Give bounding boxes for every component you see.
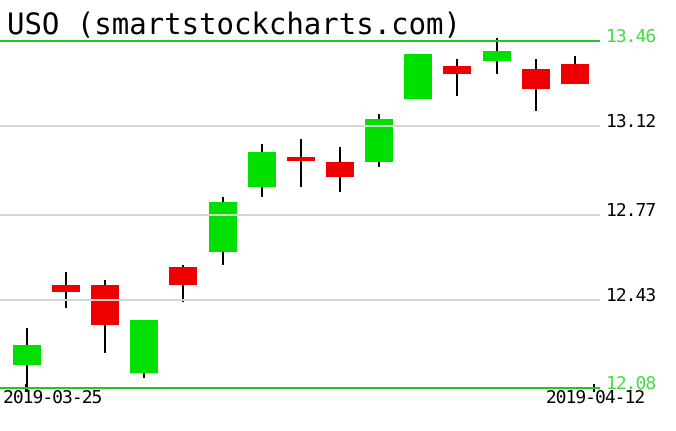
price-gridline: [0, 125, 600, 127]
price-gridline: [0, 214, 600, 216]
candle-body: [286, 156, 315, 161]
candle-body: [247, 151, 276, 187]
candle-body: [91, 284, 120, 326]
price-gridline: [0, 299, 600, 301]
candle-wick: [299, 139, 302, 187]
y-axis-label: 13.46: [606, 26, 656, 47]
price-gridline: [0, 40, 600, 42]
candle-body: [12, 345, 41, 366]
candle-wick: [456, 58, 459, 97]
chart-title: USO (smartstockcharts.com): [7, 7, 461, 41]
x-axis-label: 2019-04-12: [545, 387, 645, 408]
candle-body: [208, 201, 237, 253]
candle-body: [326, 161, 354, 177]
y-axis-label: 13.12: [606, 111, 656, 132]
y-axis-label: 12.43: [606, 285, 656, 306]
price-gridline: [0, 387, 600, 389]
candle-body: [130, 320, 159, 373]
candle-body: [560, 63, 589, 84]
candle-body: [482, 51, 511, 62]
x-axis-label: 2019-03-25: [3, 387, 102, 408]
y-axis-label: 12.77: [606, 200, 656, 221]
candle-body: [51, 284, 80, 293]
candle-body: [169, 267, 198, 285]
candle-body: [443, 66, 472, 74]
candle-body: [521, 68, 550, 89]
candle-body: [404, 53, 433, 99]
y-axis-label: 12.08: [606, 373, 656, 394]
